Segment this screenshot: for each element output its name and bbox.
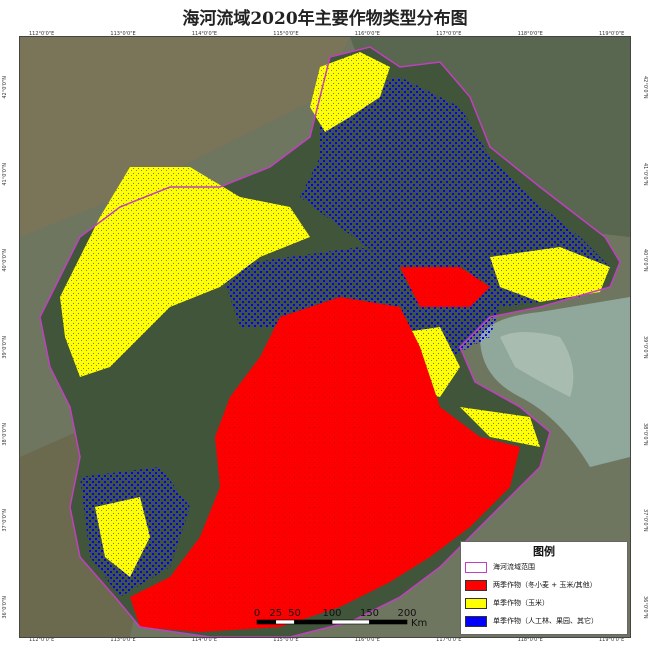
- graticule-label-left: 39°0'0"N: [2, 336, 8, 359]
- scale-segment: [331, 619, 370, 625]
- legend-swatch: [465, 579, 487, 591]
- graticule-label-left: 40°0'0"N: [2, 249, 8, 272]
- region-corn-west: [95, 497, 150, 577]
- graticule-label-bottom: 113°0'0"E: [110, 637, 136, 643]
- scale-segment: [275, 619, 295, 625]
- graticule-label-right: 38°0'0"N: [642, 422, 648, 446]
- graticule-label-right: 41°0'0"N: [642, 162, 648, 186]
- region-corn-northwest: [60, 167, 310, 377]
- graticule-label-bottom: 114°0'0"E: [191, 637, 218, 643]
- graticule-label-left: 37°0'0"N: [2, 509, 8, 532]
- graticule-label-bottom: 119°0'0"E: [599, 637, 625, 643]
- graticule-label-right: 37°0'0"N: [642, 509, 648, 532]
- legend-item: 海河流域范围: [465, 560, 535, 574]
- graticule-label-top: 115°0'0"E: [273, 31, 299, 37]
- graticule-label-top: 116°0'0"E: [354, 31, 380, 37]
- scale-segment: [369, 619, 408, 625]
- map-canvas: [20, 37, 630, 637]
- graticule-label-bottom: 118°0'0"E: [517, 637, 543, 643]
- graticule-label-top: 117°0'0"E: [436, 31, 462, 37]
- legend-swatch: [465, 615, 487, 627]
- region-corn-north: [310, 52, 390, 132]
- region-corn-east: [460, 407, 540, 447]
- graticule-label-left: 38°0'0"N: [2, 422, 8, 446]
- legend-item: 单季作物（人工林、果园、其它）: [465, 614, 598, 628]
- scale-tick-label: 100: [322, 608, 341, 619]
- scale-tick-label: 50: [288, 608, 301, 619]
- basin-boundary: [39, 46, 621, 637]
- map-frame: [19, 36, 631, 638]
- graticule-label-top: 114°0'0"E: [191, 31, 218, 37]
- region-corn-northeast: [490, 247, 610, 302]
- graticule-label-right: 40°0'0"N: [642, 249, 648, 272]
- graticule-label-top: 112°0'0"E: [29, 31, 55, 37]
- scale-segment: [294, 619, 333, 625]
- legend-swatch: [465, 597, 487, 609]
- terrain-northwest: [20, 37, 350, 237]
- legend-item: 两季作物（冬小麦 + 玉米/其他）: [465, 578, 597, 592]
- scale-segment: [256, 619, 277, 625]
- region-other-north: [300, 77, 610, 307]
- sea-shallow: [500, 332, 574, 397]
- scale-unit: Km: [411, 618, 427, 629]
- graticule-label-left: 36°0'0"N: [2, 596, 8, 619]
- graticule-label-bottom: 112°0'0"E: [29, 637, 55, 643]
- graticule-label-bottom: 117°0'0"E: [436, 637, 462, 643]
- legend-item: 单季作物（玉米）: [465, 596, 549, 610]
- legend-swatch: [465, 561, 487, 573]
- scale-tick-label: 25: [269, 608, 282, 619]
- legend-label: 单季作物（玉米）: [493, 599, 549, 607]
- graticule-label-bottom: 116°0'0"E: [354, 637, 380, 643]
- graticule-label-top: 113°0'0"E: [110, 31, 136, 37]
- legend-label: 海河流域范围: [493, 563, 535, 571]
- scale-bar: 0 25 50 100 150 200 Km: [252, 604, 462, 630]
- region-double-crop-east: [400, 267, 490, 307]
- graticule-label-top: 118°0'0"E: [517, 31, 543, 37]
- graticule-label-bottom: 115°0'0"E: [273, 637, 299, 643]
- graticule-label-left: 42°0'0"N: [2, 76, 8, 99]
- scale-tick-label: 200: [397, 608, 416, 619]
- graticule-label-right: 36°0'0"N: [642, 596, 648, 619]
- region-double-crop: [130, 297, 520, 632]
- graticule-label-left: 41°0'0"N: [2, 162, 8, 186]
- graticule-label-top: 119°0'0"E: [599, 31, 625, 37]
- legend-box: 图例 海河流域范围两季作物（冬小麦 + 玉米/其他） 单季作物（玉米） 单季作物（人…: [460, 541, 628, 635]
- map-title: 海河流域2020年主要作物类型分布图: [182, 9, 468, 29]
- graticule-label-right: 42°0'0"N: [642, 76, 648, 99]
- scale-tick-label: 0: [254, 608, 260, 619]
- legend-label: 两季作物（冬小麦 + 玉米/其他）: [493, 581, 597, 589]
- legend-label: 单季作物（人工林、果园、其它）: [493, 617, 598, 625]
- scale-tick-label: 150: [360, 608, 379, 619]
- legend-title: 图例: [533, 545, 555, 558]
- graticule-label-right: 39°0'0"N: [642, 336, 648, 359]
